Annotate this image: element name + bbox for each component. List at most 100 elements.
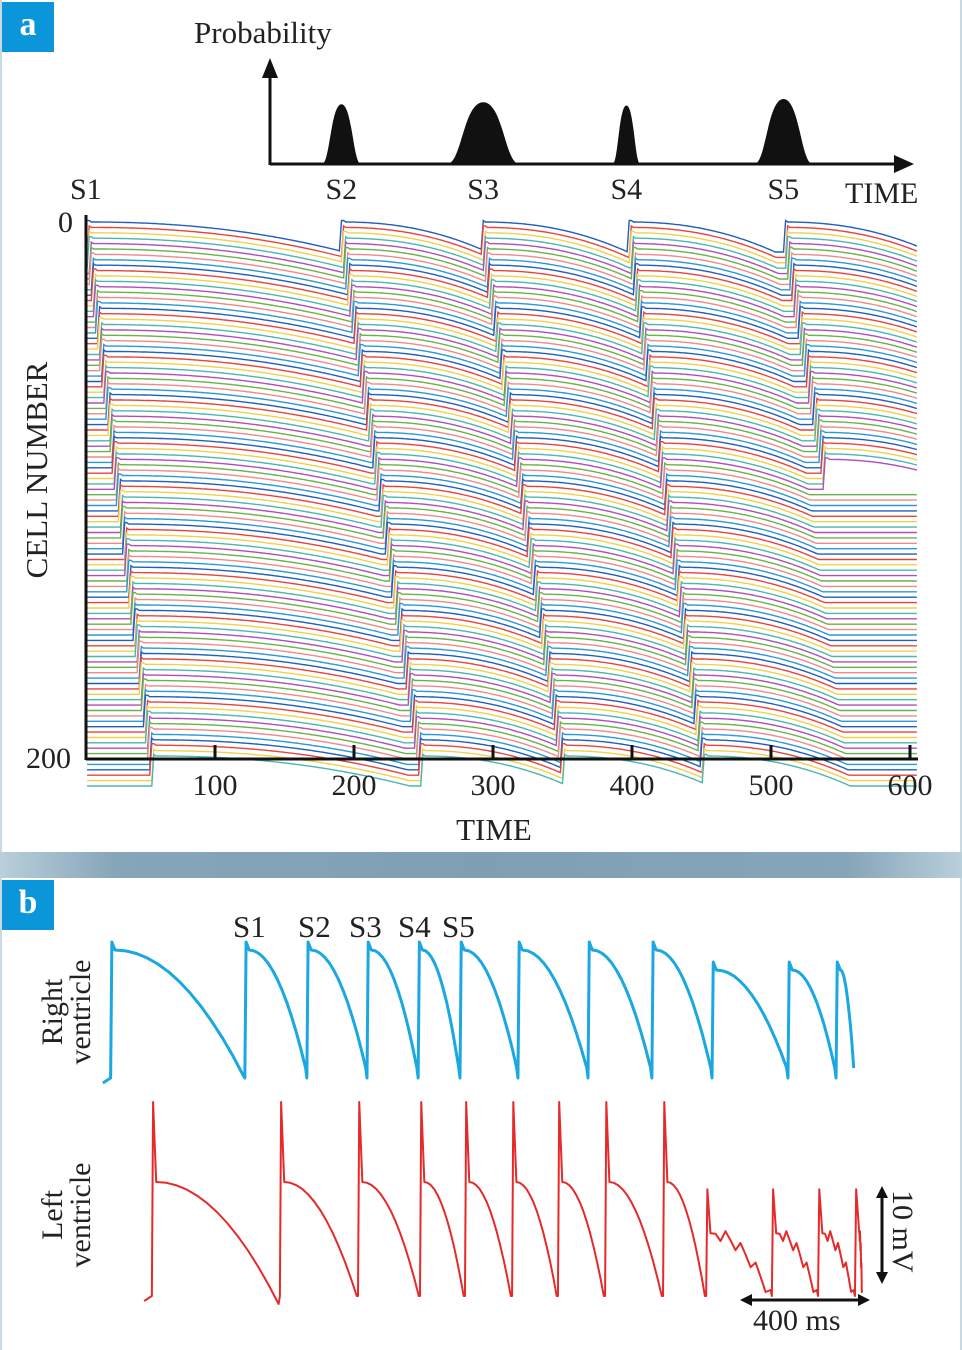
cell-trace <box>87 262 918 296</box>
lv-label-line2: ventricle <box>64 1163 97 1268</box>
cell-trace <box>87 537 917 571</box>
cell-trace <box>87 688 917 722</box>
cell-trace <box>87 499 917 534</box>
cell-trace <box>87 429 918 464</box>
cell-trace <box>87 683 917 717</box>
x-tick-300: 300 <box>471 769 516 802</box>
probability-title: Probability <box>194 15 332 50</box>
panel-a-label: a <box>2 2 54 52</box>
y-axis-label: CELL NUMBER <box>19 361 54 578</box>
cell-trace <box>87 726 917 760</box>
cell-trace <box>87 246 918 280</box>
cell-trace <box>87 418 918 453</box>
lv-label-line1: Left <box>36 1189 69 1240</box>
cell-trace <box>86 224 918 259</box>
cell-trace <box>87 559 917 593</box>
cell-trace <box>87 531 917 566</box>
cell-trace <box>87 273 918 307</box>
cell-trace <box>86 235 918 270</box>
cell-trace <box>87 375 918 410</box>
cell-trace <box>87 494 917 528</box>
stim-label-s1: S1 <box>233 909 266 944</box>
voltage-scale-bar: 10 mV <box>876 1186 919 1284</box>
cell-trace <box>87 731 917 766</box>
cell-trace <box>87 305 918 339</box>
cell-trace <box>87 391 918 426</box>
cell-trace <box>87 337 918 372</box>
cell-trace <box>87 515 917 550</box>
cell-trace <box>87 736 917 771</box>
peak-label-s5: S5 <box>768 173 800 206</box>
cell-trace <box>87 634 917 668</box>
cell-trace <box>87 720 917 755</box>
cell-trace <box>87 569 917 604</box>
cell-trace <box>87 402 918 437</box>
x-tick-500: 500 <box>749 769 794 802</box>
cell-trace <box>87 267 918 302</box>
stim-label-s3: S3 <box>349 909 382 944</box>
cell-trace <box>87 343 918 377</box>
cell-trace <box>87 666 917 701</box>
x-tick-600: 600 <box>888 769 933 802</box>
cell-trace <box>87 386 918 420</box>
cell-trace <box>87 645 917 679</box>
peak-label-s2: S2 <box>325 173 357 206</box>
time-scale-label: 400 ms <box>753 1304 841 1337</box>
cell-trace <box>87 300 918 334</box>
cell-trace <box>87 629 917 663</box>
panel-b-label: b <box>2 880 54 930</box>
cell-trace <box>87 709 917 744</box>
right-ventricle-trace <box>102 940 856 1085</box>
peak-label-s4: S4 <box>610 173 642 206</box>
cell-trace <box>87 440 918 474</box>
probability-axis: Probability TIME S2 S3 S4 S5 <box>194 15 918 210</box>
stim-label-s5: S5 <box>442 909 475 944</box>
cell-trace <box>87 623 917 658</box>
cell-trace <box>87 483 917 517</box>
cell-trace <box>87 618 917 652</box>
x-tick-100: 100 <box>193 769 238 802</box>
cell-trace <box>87 505 917 539</box>
cell-trace <box>87 699 917 733</box>
cell-trace <box>87 289 918 323</box>
panel-separator <box>0 852 962 878</box>
cell-trace <box>87 575 917 609</box>
probability-peak-s2 <box>322 104 361 164</box>
cell-trace <box>87 348 918 383</box>
cell-trace <box>87 445 918 480</box>
x-tick-200: 200 <box>332 769 377 802</box>
cell-trace <box>87 704 917 739</box>
cell-trace <box>87 693 917 728</box>
cell-trace <box>87 650 917 685</box>
panel-b: S1 S2 S3 S4 S5 Right ventricle Left vent… <box>2 878 960 1350</box>
x-tick-400: 400 <box>610 769 655 802</box>
cell-trace <box>87 488 917 523</box>
cell-trace <box>87 472 917 507</box>
cell-trace <box>87 251 918 286</box>
cell-trace <box>87 521 917 555</box>
cell-trace <box>87 656 917 690</box>
probability-peak-s3 <box>447 102 520 164</box>
panel-b-chart: S1 S2 S3 S4 S5 Right ventricle Left vent… <box>36 909 919 1337</box>
cell-trace <box>87 553 917 588</box>
peak-label-s3: S3 <box>467 173 499 206</box>
cell-trace <box>87 526 917 561</box>
x-axis-label: TIME <box>456 812 532 847</box>
y-tick-200: 200 <box>26 742 71 775</box>
cell-trace <box>87 612 917 647</box>
cell-trace <box>87 467 917 501</box>
cell-trace <box>87 602 917 636</box>
cell-trace <box>87 310 918 345</box>
cell-trace <box>87 294 918 329</box>
cell-trace <box>87 456 918 490</box>
cell-trace <box>87 278 918 312</box>
cell-trace <box>87 461 917 496</box>
cell-trace <box>87 381 918 415</box>
cell-trace <box>87 580 917 615</box>
cell-trace <box>87 407 918 442</box>
cell-trace <box>87 548 917 582</box>
probability-peak-s5 <box>754 99 813 164</box>
cell-trace <box>87 596 917 631</box>
cell-trace <box>87 413 918 447</box>
